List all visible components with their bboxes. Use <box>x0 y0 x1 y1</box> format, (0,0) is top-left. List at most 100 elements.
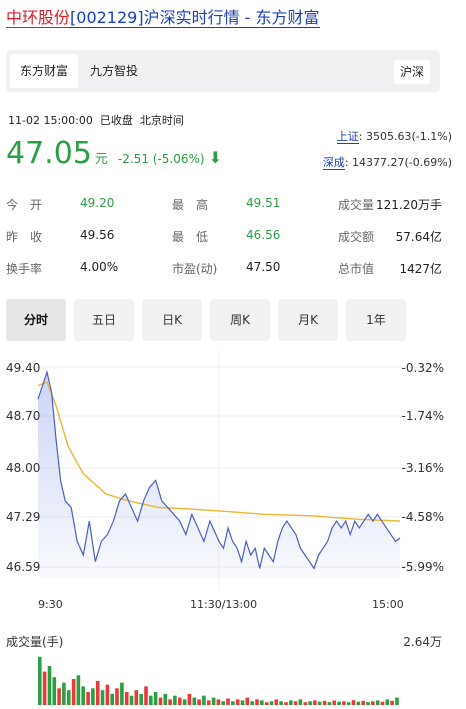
tab-intraday[interactable]: 分时 <box>6 299 66 341</box>
tab-one-year[interactable]: 1年 <box>346 299 406 341</box>
volume-bar <box>269 701 274 705</box>
tab-dongfangcaifu[interactable]: 东方财富 <box>10 54 79 88</box>
page-title-tail[interactable]: 沪深实时行情 - 东方财富 <box>143 8 320 28</box>
volume-bar <box>231 701 235 705</box>
volume-bar <box>110 693 114 705</box>
volume-bar <box>211 697 216 705</box>
down-arrow-icon: ⬇ <box>208 148 222 167</box>
volume-bar <box>182 699 187 705</box>
volume-bar <box>264 702 269 705</box>
index-label[interactable]: 上证 <box>336 130 359 144</box>
stat-value-market-cap: 1427亿 <box>399 262 442 276</box>
index-label[interactable]: 深成 <box>322 156 345 170</box>
volume-bar <box>173 695 177 705</box>
volume-bar <box>255 699 259 705</box>
x-tick: 15:00 <box>372 598 404 611</box>
volume-bar <box>202 695 206 705</box>
volume-bar <box>47 666 52 705</box>
market-status: 已收盘 <box>99 114 133 127</box>
stat-value-volume: 121.20万手 <box>376 198 442 212</box>
volume-bar <box>52 677 57 705</box>
volume-bar <box>361 700 365 705</box>
stock-code-link[interactable]: [002129] <box>70 8 144 28</box>
stat-value-low: 46.56 <box>246 228 281 242</box>
volume-bar <box>303 702 308 705</box>
stock-name-link[interactable]: 中环股份 <box>6 8 71 28</box>
volume-bar <box>226 698 230 705</box>
y-tick-right: -3.16% <box>401 461 444 475</box>
stat-label-prev-close: 昨 收 <box>6 230 43 244</box>
quote-datetime: 11-02 15:00:00 已收盘 北京时间 <box>8 112 184 128</box>
volume-bar <box>192 697 197 705</box>
volume-bar <box>163 693 168 705</box>
tab-five-day[interactable]: 五日 <box>74 299 134 341</box>
volume-bar <box>144 686 148 705</box>
y-tick-left: 48.00 <box>6 461 41 475</box>
volume-bar <box>346 702 351 705</box>
volume-bar <box>385 699 390 705</box>
stat-label-open: 今 开 <box>6 198 43 212</box>
volume-bar <box>38 656 42 705</box>
index-value: : 14377.27(-0.69%) <box>344 156 452 169</box>
price-area-fill <box>38 372 400 578</box>
volume-bar <box>235 699 240 705</box>
tab-jiufangzhitou[interactable]: 九方智投 <box>90 64 139 78</box>
y-tick-right: -1.74% <box>401 409 444 423</box>
volume-bar <box>57 688 61 705</box>
y-tick-left: 48.70 <box>6 409 41 423</box>
volume-bar <box>351 700 356 705</box>
volume-bar <box>371 701 375 705</box>
current-price-block: 47.05 元 -2.51 (-5.06%) ⬇ <box>6 136 222 171</box>
stat-label-pe: 市盈(动) <box>172 262 218 276</box>
volume-bar <box>298 699 303 705</box>
volume-bar <box>356 701 361 705</box>
stat-value-open: 49.20 <box>80 196 115 210</box>
price-line <box>37 369 401 570</box>
volume-bar <box>62 682 66 705</box>
volume-bar <box>71 679 76 705</box>
volume-bar <box>100 690 105 705</box>
volume-bar <box>178 697 182 705</box>
volume-bar <box>289 700 293 705</box>
volume-bar <box>375 700 380 705</box>
index-shanghai[interactable]: 上证: 3505.63(-1.1%) <box>336 128 452 144</box>
volume-bar <box>216 699 221 705</box>
volume-bar <box>76 675 81 705</box>
stat-label-turnover-rate: 换手率 <box>6 262 43 276</box>
index-shenzhen[interactable]: 深成: 14377.27(-0.69%) <box>322 154 452 170</box>
x-tick: 9:30 <box>38 598 63 611</box>
stat-label-volume: 成交量 <box>338 198 375 212</box>
y-tick-left: 46.59 <box>6 560 41 574</box>
y-tick-right: -4.58% <box>401 510 444 524</box>
stat-value-prev-close: 49.56 <box>80 228 115 242</box>
volume-bar <box>293 701 298 705</box>
tab-daily-k[interactable]: 日K <box>142 299 202 341</box>
volume-bar <box>327 702 332 705</box>
tab-weekly-k[interactable]: 周K <box>210 299 270 341</box>
volume-bar <box>115 688 119 705</box>
volume-bar <box>395 697 399 705</box>
page-title[interactable]: 中环股份[002129]沪深实时行情 - 东方财富 <box>6 4 320 28</box>
volume-bar <box>95 680 100 705</box>
volume-bar <box>390 700 394 705</box>
volume-bar <box>337 701 341 705</box>
stat-label-turnover: 成交额 <box>338 230 375 244</box>
price-unit: 元 <box>94 152 108 167</box>
volume-bar <box>342 701 346 705</box>
market-button[interactable]: 沪深 <box>393 60 430 84</box>
stat-label-low: 最 低 <box>172 230 209 244</box>
y-tick-right: -0.32% <box>401 361 444 375</box>
volume-bar <box>322 700 327 705</box>
volume-bar <box>91 688 95 705</box>
volume-bar <box>187 693 192 705</box>
volume-bar <box>67 690 71 705</box>
current-price: 47.05 <box>6 136 92 171</box>
x-tick: 11:30/13:00 <box>190 598 258 611</box>
tab-monthly-k[interactable]: 月K <box>278 299 338 341</box>
average-price-line <box>37 381 401 522</box>
volume-max-label: 2.64万 <box>403 635 442 649</box>
volume-bar <box>308 701 312 705</box>
stat-value-turnover: 57.64亿 <box>395 230 442 244</box>
volume-bar <box>153 692 158 705</box>
stat-label-high: 最 高 <box>172 198 209 212</box>
